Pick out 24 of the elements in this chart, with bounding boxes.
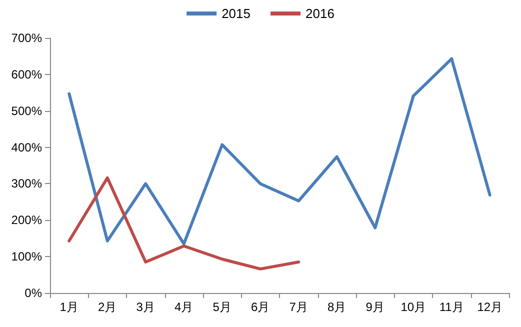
x-tick-label: 1月 [60,300,78,314]
y-tick-label: 200% [11,213,42,228]
x-tick-label: 6月 [251,300,270,314]
x-tick-label: 8月 [328,300,346,314]
x-tick-label: 2月 [98,300,117,314]
legend-label: 2015 [222,6,250,21]
y-tick-label: 100% [11,250,42,264]
y-tick-label: 700% [11,31,42,45]
y-tick-label: 600% [11,67,42,82]
x-tick-label: 5月 [212,300,232,314]
line-series [68,57,492,246]
x-tick-label: 12月 [477,300,503,314]
y-tick-label: 500% [11,104,42,118]
y-tick-label: 300% [11,176,42,191]
x-tick-label: 4月 [174,300,194,314]
x-tick-label: 9月 [366,300,384,314]
x-tick-label: 11月 [439,300,464,314]
x-tick-label: 7月 [289,300,308,314]
y-tick-label: 400% [11,140,42,154]
x-tick-label: 10月 [400,300,426,314]
line-series [68,176,300,270]
x-tick-label: 3月 [136,300,155,314]
legend-label: 2016 [306,6,334,21]
y-tick-label: 0% [24,286,42,300]
